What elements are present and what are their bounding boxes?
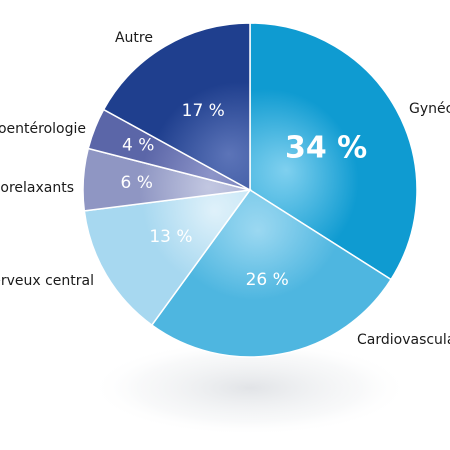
value-label-systeme-nerveux-central: 13 % <box>149 227 192 247</box>
value-label-autre: 17 % <box>182 101 225 121</box>
slice-gynecologie <box>249 22 418 281</box>
value-label-myorelaxants: 6 % <box>120 173 152 193</box>
category-label-gastroenterologie: Gastroentérologie <box>0 121 86 137</box>
value-label-gastroenterologie: 4 % <box>122 136 154 156</box>
category-label-autre: Autre <box>115 30 153 46</box>
slice-autre <box>102 22 251 192</box>
pie-shadow <box>90 340 410 436</box>
category-label-systeme-nerveux-central: Système nerveux central <box>0 273 94 289</box>
value-label-cardiovasculaire: 26 % <box>246 270 289 290</box>
pie-slices <box>82 22 418 358</box>
value-label-gynecologie: 34 % <box>285 131 367 166</box>
category-labels: Gynécologie Cardiovasculaire Système nerve… <box>0 30 450 348</box>
category-label-myorelaxants: Myorelaxants <box>0 180 74 196</box>
category-label-cardiovasculaire: Cardiovasculaire <box>357 332 450 348</box>
category-label-gynecologie: Gynécologie <box>409 101 450 117</box>
percentage-labels: 34 % 26 % 13 % 6 % 4 % 17 % <box>120 101 367 290</box>
slice-systeme-nerveux-central <box>83 189 252 327</box>
slice-cardiovasculaire <box>150 188 393 358</box>
